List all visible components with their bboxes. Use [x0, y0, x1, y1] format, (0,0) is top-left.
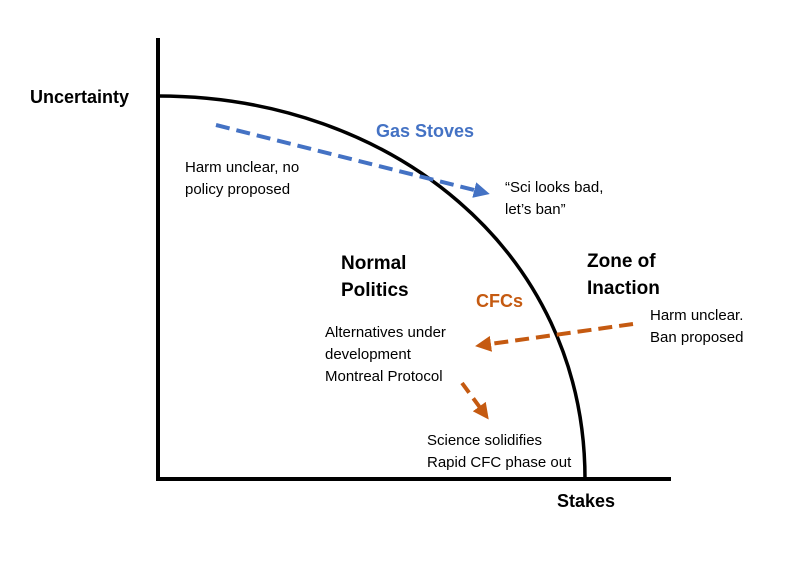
gas-stoves-start-note-line-1: Harm unclear, no	[185, 159, 300, 176]
gas-stoves-start-note-line-2: policy proposed	[185, 180, 291, 198]
cfc-arrow-2	[460, 381, 489, 420]
cfcs-middle-note-line-2: development	[325, 345, 411, 363]
gas-stoves-end-note: “Sci looks bad, let’s ban”	[505, 177, 603, 221]
cfcs-middle-note-line-1: Alternatives under	[325, 324, 446, 341]
cfcs-middle-note: Alternatives under development Montreal …	[325, 322, 446, 387]
cfcs-end-note: Science solidifies Rapid CFC phase out	[427, 430, 571, 474]
cfc-arrow-1	[475, 322, 634, 352]
gas-stoves-title: Gas Stoves	[376, 121, 475, 141]
normal-politics-label: Normal Politics	[341, 251, 409, 304]
cfcs-middle-note-line-3: Montreal Protocol	[325, 367, 443, 385]
cfcs-end-note-line-2: Rapid CFC phase out	[427, 453, 572, 471]
y-axis-label: Uncertainty	[30, 87, 130, 107]
x-axis-label: Stakes	[557, 491, 616, 511]
zone-of-inaction-label: Zone of Inaction	[587, 249, 660, 302]
cfcs-start-note: Harm unclear. Ban proposed	[650, 305, 743, 349]
gas-stoves-end-note-line-2: let’s ban”	[505, 200, 566, 218]
cfcs-start-note-line-1: Harm unclear.	[650, 307, 744, 324]
cfcs-title: CFCs	[476, 291, 524, 311]
gas-stoves-start-note: Harm unclear, no policy proposed	[185, 157, 299, 201]
boundary-curve	[157, 94, 587, 480]
gas-stoves-arrow	[215, 123, 490, 198]
cfcs-end-note-line-1: Science solidifies	[427, 432, 543, 449]
normal-politics-line-2: Politics	[341, 279, 409, 301]
normal-politics-line-1: Normal	[341, 253, 407, 274]
zone-of-inaction-line-2: Inaction	[587, 277, 660, 299]
zone-of-inaction-line-1: Zone of	[587, 251, 656, 272]
gas-stoves-end-note-line-1: “Sci looks bad,	[505, 179, 604, 196]
cfcs-start-note-line-2: Ban proposed	[650, 328, 744, 346]
